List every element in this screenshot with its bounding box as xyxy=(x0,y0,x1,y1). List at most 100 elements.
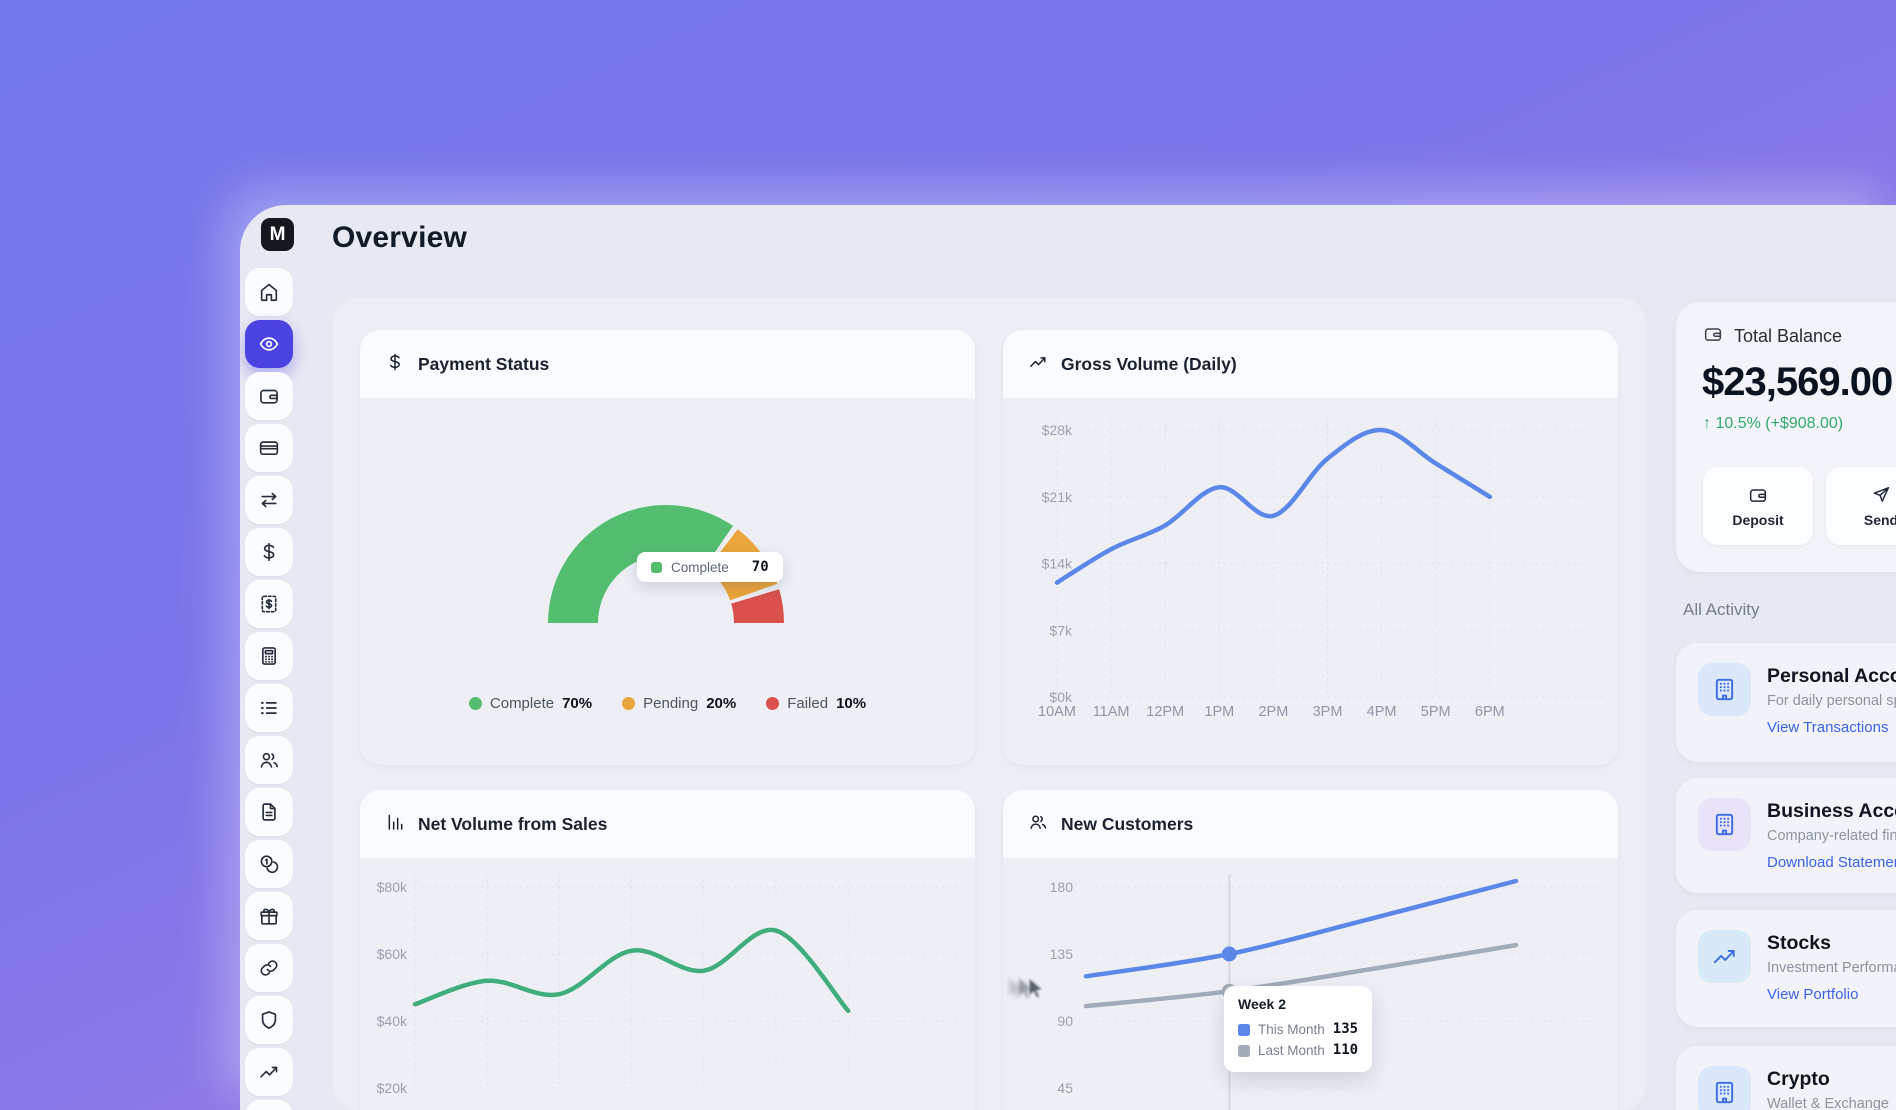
transfer-icon xyxy=(261,492,277,508)
activity-subtitle: Company-related finances xyxy=(1767,828,1896,844)
building-icon xyxy=(1715,1081,1734,1104)
activity-item-stocks[interactable]: Stocks Investment Performance View Portfol… xyxy=(1676,910,1896,1027)
sidebar-item-browser[interactable] xyxy=(245,1100,293,1110)
activity-title: Business Account xyxy=(1767,800,1896,822)
trending-up-icon xyxy=(1030,356,1046,367)
app-logo-letter: M xyxy=(269,223,286,245)
sidebar-item-wallet[interactable] xyxy=(245,372,293,420)
all-activity-heading: All Activity xyxy=(1683,600,1760,619)
activity-item-business-account[interactable]: Business Account Company-related finances… xyxy=(1676,778,1896,893)
activity-subtitle: Investment Performance xyxy=(1767,960,1896,976)
app-logo[interactable]: M xyxy=(261,218,294,251)
total-balance-header: Total Balance xyxy=(1703,324,1842,349)
svg-text:$60k: $60k xyxy=(377,946,408,962)
sidebar-item-home[interactable] xyxy=(245,268,293,316)
dashboard-window: M Overview Payment Status Complete 70 Co… xyxy=(240,205,1896,1110)
building-icon xyxy=(1715,678,1734,701)
sidebar-item-security[interactable] xyxy=(245,996,293,1044)
svg-text:5PM: 5PM xyxy=(1421,704,1451,720)
svg-text:3PM: 3PM xyxy=(1313,704,1343,720)
wallet-icon xyxy=(1704,328,1722,341)
dollar-icon xyxy=(263,542,275,562)
send-button[interactable]: Send xyxy=(1826,467,1896,545)
sidebar-item-cards[interactable] xyxy=(245,424,293,472)
coins-icon xyxy=(260,855,279,874)
sidebar-item-documents[interactable] xyxy=(245,788,293,836)
activity-icon-tile xyxy=(1698,663,1751,716)
sidebar-item-transactions[interactable] xyxy=(245,684,293,732)
sidebar-item-invoices[interactable] xyxy=(245,580,293,628)
tooltip-title: Week 2 xyxy=(1238,996,1286,1012)
net-volume-chart[interactable]: $80k $60k $40k $20k xyxy=(360,858,975,1110)
legend-dot xyxy=(468,697,482,710)
gauge-legend: Complete 70% Pending 20% Failed 10% xyxy=(360,695,975,712)
total-balance-label: Total Balance xyxy=(1734,326,1843,346)
wallet-icon xyxy=(260,389,278,404)
new-customers-card-header: New Customers xyxy=(1003,790,1618,858)
home-icon xyxy=(260,283,278,302)
tooltip-swatch xyxy=(651,561,662,573)
net-volume-card-header: Net Volume from Sales xyxy=(360,790,975,858)
new-customers-card-body: 180 135 90 45 Week 2 This Month 135 Last Mont… xyxy=(1003,858,1618,1110)
gross-volume-card: Gross Volume (Daily) $28k $21k $14k $7k $0k 1… xyxy=(1003,330,1618,765)
svg-text:12PM: 12PM xyxy=(1146,704,1184,720)
eye-icon xyxy=(259,337,279,351)
sidebar-item-transfers[interactable] xyxy=(245,476,293,524)
legend-item: Failed 10% xyxy=(766,695,866,712)
gross-volume-card-body: $28k $21k $14k $7k $0k 10AM 11AM 12PM 1PM 2PM 3PM 4… xyxy=(1003,398,1618,765)
page-title: Overview xyxy=(332,221,468,254)
tooltip-value: 70 xyxy=(751,559,769,575)
total-balance-delta: ↑ 10.5% (+$908.00) xyxy=(1703,415,1844,432)
activity-item-personal-account[interactable]: Personal Account For daily personal spend… xyxy=(1676,643,1896,762)
svg-text:$28k: $28k xyxy=(1042,422,1073,438)
bar-chart-icon xyxy=(388,814,403,830)
sidebar xyxy=(245,268,293,1110)
gross-volume-card-header: Gross Volume (Daily) xyxy=(1003,330,1618,398)
tooltip-label: Complete xyxy=(671,559,729,575)
gross-volume-chart[interactable]: $28k $21k $14k $7k $0k 10AM 11AM 12PM 1PM 2PM 3PM 4… xyxy=(1003,398,1618,765)
sidebar-item-integrations[interactable] xyxy=(245,944,293,992)
sidebar-item-investments[interactable] xyxy=(245,1048,293,1096)
legend-dot xyxy=(766,697,780,710)
sidebar-item-accounting[interactable] xyxy=(245,632,293,680)
svg-text:2PM: 2PM xyxy=(1258,704,1288,720)
payment-status-gauge[interactable] xyxy=(360,398,975,765)
net-volume-card-body: $80k $60k $40k $20k xyxy=(360,858,975,1110)
card-title: Gross Volume (Daily) xyxy=(1061,353,1237,374)
list-icon xyxy=(260,701,277,715)
activity-subtitle: For daily personal spending xyxy=(1767,693,1896,709)
activity-link[interactable]: View Portfolio xyxy=(1767,986,1859,1003)
payment-status-card-header: Payment Status xyxy=(360,330,975,398)
activity-title: Personal Account xyxy=(1767,665,1896,687)
sidebar-item-credit[interactable] xyxy=(245,840,293,888)
card-title: Net Volume from Sales xyxy=(418,813,608,834)
file-icon xyxy=(262,803,276,821)
new-customers-chart[interactable]: 180 135 90 45 xyxy=(1003,858,1618,1110)
card-title: Payment Status xyxy=(418,353,550,374)
trending-up-icon xyxy=(1713,950,1735,964)
svg-text:6PM: 6PM xyxy=(1475,704,1505,720)
activity-title: Crypto xyxy=(1767,1068,1830,1090)
svg-text:$80k: $80k xyxy=(377,879,408,895)
activity-item-crypto[interactable]: Crypto Wallet & Exchange xyxy=(1676,1046,1896,1110)
card-title: New Customers xyxy=(1061,813,1194,834)
svg-text:$21k: $21k xyxy=(1042,489,1073,505)
sidebar-item-payments[interactable] xyxy=(245,528,293,576)
deposit-button[interactable]: Deposit xyxy=(1703,467,1813,545)
legend-value: 10% xyxy=(836,695,867,712)
total-balance-amount: $23,569.00 xyxy=(1702,360,1893,404)
shield-icon xyxy=(261,1011,277,1029)
gauge-tooltip: Complete 70 xyxy=(637,552,783,582)
svg-text:1PM: 1PM xyxy=(1204,704,1234,720)
activity-link[interactable]: View Transactions xyxy=(1767,719,1889,736)
sidebar-item-overview[interactable] xyxy=(245,320,293,368)
svg-text:10AM: 10AM xyxy=(1038,704,1076,720)
users-icon xyxy=(260,752,278,768)
sidebar-item-customers[interactable] xyxy=(245,736,293,784)
sidebar-item-rewards[interactable] xyxy=(245,892,293,940)
activity-link[interactable]: Download Statements xyxy=(1767,854,1896,871)
legend-label: Complete xyxy=(489,695,555,712)
svg-text:90: 90 xyxy=(1057,1013,1073,1029)
net-volume-card: Net Volume from Sales $80k $60k $40k $20k xyxy=(360,790,975,1110)
svg-text:$14k: $14k xyxy=(1042,556,1073,572)
